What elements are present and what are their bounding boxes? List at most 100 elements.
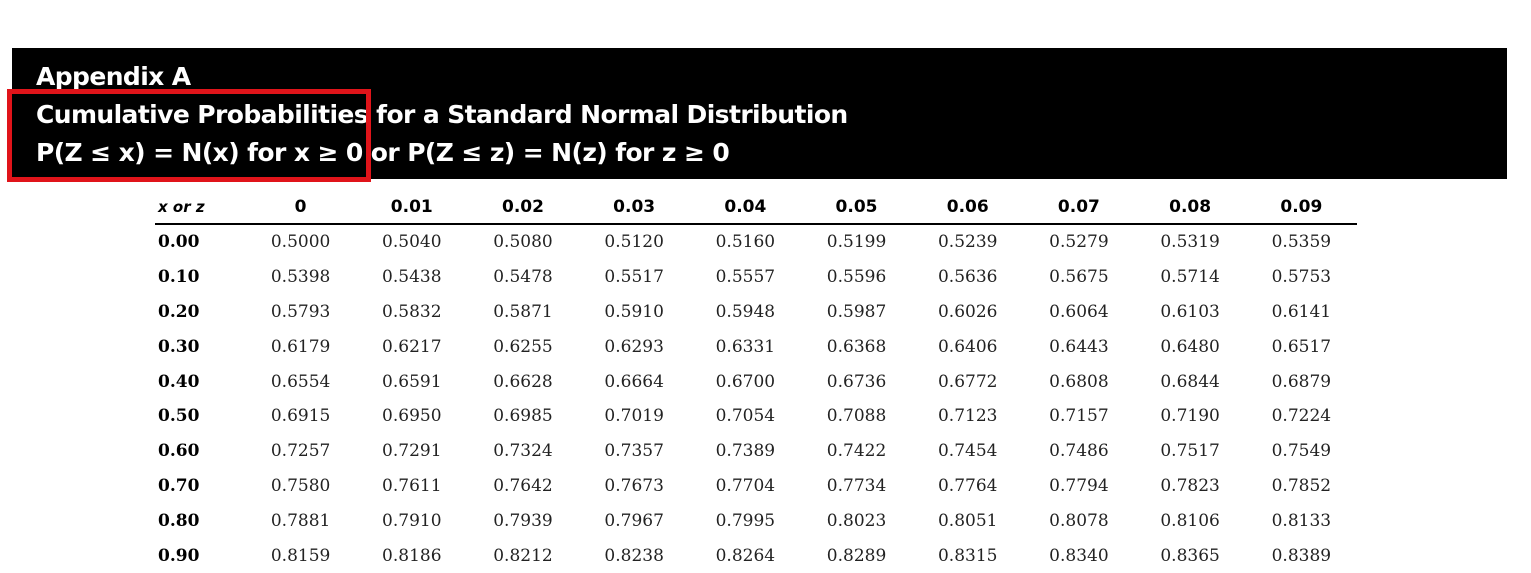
table-row: 0.30 0.6179 0.6217 0.6255 0.6293 0.6331 0.6368… [155, 329, 1357, 364]
table-cell: 0.7190 [1160, 406, 1220, 427]
table-cell: 0.6554 [270, 371, 331, 392]
appendix-title: Appendix A [36, 62, 191, 91]
table-cell: 0.6985 [493, 406, 553, 427]
table-cell: 0.8264 [715, 545, 776, 566]
table-cell: 0.5239 [937, 232, 998, 253]
table-cell: 0.6664 [604, 371, 664, 392]
table-cell: 0.5636 [937, 267, 998, 288]
table-cell: 0.6591 [382, 371, 442, 392]
table-cell: 0.7580 [270, 475, 331, 496]
table-cell: 0.7852 [1271, 475, 1332, 496]
table-cell: 0.5948 [715, 301, 776, 322]
table-cell: 0.7389 [715, 441, 776, 462]
table-cell: 0.7357 [604, 441, 664, 462]
table-cell: 0.6064 [1049, 301, 1109, 322]
table-cell: 0.6879 [1271, 371, 1332, 392]
table-cell: 0.5753 [1271, 267, 1332, 288]
table-row: 0.60 0.7257 0.7291 0.7324 0.7357 0.7389 0.7422… [155, 434, 1357, 469]
table-title: Cumulative Probabilities for a Standard … [36, 100, 848, 129]
table-cell: 0.5557 [715, 267, 776, 288]
table-header-row: x or z 0 0.01 0.02 0.03 0.04 0.05 0.06 0.07 0.08 0… [155, 190, 1357, 225]
table-cell: 0.6736 [826, 371, 887, 392]
table-cell: 0.7517 [1160, 441, 1220, 462]
table-cell: 0.5199 [826, 232, 887, 253]
row-header: 0.20 [158, 301, 200, 322]
table-cell: 0.7549 [1271, 441, 1332, 462]
table-cell: 0.6517 [1271, 336, 1332, 357]
highlight-annotation-box [7, 89, 371, 182]
row-header: 0.40 [158, 371, 200, 392]
table-cell: 0.8106 [1160, 510, 1220, 531]
table-cell: 0.5793 [270, 301, 331, 322]
table-cell: 0.7995 [715, 510, 776, 531]
table-cell: 0.8238 [604, 545, 664, 566]
row-header: 0.10 [158, 267, 200, 288]
table-cell: 0.7734 [826, 475, 887, 496]
table-cell: 0.7454 [937, 441, 998, 462]
table-row: 0.40 0.6554 0.6591 0.6628 0.6664 0.6700 0.6736… [155, 364, 1357, 399]
row-header: 0.80 [158, 510, 200, 531]
table-cell: 0.8133 [1271, 510, 1332, 531]
row-header: 0.70 [158, 475, 200, 496]
appendix-header-banner: Appendix A Cumulative Probabilities for … [12, 48, 1507, 179]
table-row: 0.70 0.7580 0.7611 0.7642 0.7673 0.7704 0.7734… [155, 469, 1357, 504]
table-cell: 0.5398 [270, 267, 331, 288]
table-cell: 0.6179 [270, 336, 331, 357]
table-cell: 0.5080 [493, 232, 553, 253]
probability-formula: P(Z ≤ x) = N(x) for x ≥ 0 or P(Z ≤ z) = … [36, 138, 730, 167]
table-cell: 0.7291 [382, 441, 442, 462]
table-cell: 0.7967 [604, 510, 664, 531]
table-row: 0.20 0.5793 0.5832 0.5871 0.5910 0.5948 0.5987… [155, 295, 1357, 330]
table-cell: 0.6217 [382, 336, 442, 357]
table-cell: 0.7257 [270, 441, 331, 462]
column-header: 0.09 [1245, 190, 1357, 225]
table-cell: 0.5120 [604, 232, 664, 253]
table-cell: 0.5596 [826, 267, 887, 288]
column-header: 0.08 [1134, 190, 1246, 225]
table-cell: 0.5359 [1271, 232, 1332, 253]
table-body: 0.00 0.5000 0.5040 0.5080 0.5120 0.5160 0.5199… [155, 224, 1357, 573]
table-row: 0.80 0.7881 0.7910 0.7939 0.7967 0.7995 0.8023… [155, 503, 1357, 538]
table-cell: 0.5987 [826, 301, 887, 322]
table-cell: 0.7939 [493, 510, 553, 531]
table-cell: 0.7157 [1049, 406, 1109, 427]
table-row: 0.90 0.8159 0.8186 0.8212 0.8238 0.8264 0.8289… [155, 538, 1357, 573]
column-header: 0.01 [356, 190, 468, 225]
table-cell: 0.7422 [826, 441, 887, 462]
table-cell: 0.5279 [1049, 232, 1109, 253]
column-header: 0.07 [1023, 190, 1135, 225]
table-row: 0.00 0.5000 0.5040 0.5080 0.5120 0.5160 0.5199… [155, 224, 1357, 260]
table-cell: 0.6844 [1160, 371, 1220, 392]
table-cell: 0.6255 [493, 336, 553, 357]
table-cell: 0.5319 [1160, 232, 1220, 253]
column-header: 0 [245, 190, 357, 225]
table-cell: 0.7486 [1049, 441, 1109, 462]
table-cell: 0.7123 [937, 406, 998, 427]
table-cell: 0.5832 [382, 301, 442, 322]
table-cell: 0.7324 [493, 441, 553, 462]
column-header: 0.04 [689, 190, 801, 225]
table-cell: 0.6628 [493, 371, 553, 392]
table-cell: 0.7764 [937, 475, 998, 496]
table-cell: 0.5871 [493, 301, 553, 322]
table-cell: 0.6026 [937, 301, 998, 322]
table-cell: 0.5000 [270, 232, 331, 253]
table-cell: 0.7704 [715, 475, 776, 496]
column-header: 0.03 [578, 190, 690, 225]
column-header: 0.02 [467, 190, 579, 225]
column-header-x-or-z: x or z [155, 190, 245, 225]
table-cell: 0.5040 [382, 232, 442, 253]
table-cell: 0.6808 [1049, 371, 1109, 392]
table-cell: 0.7088 [826, 406, 887, 427]
table-cell: 0.7224 [1271, 406, 1332, 427]
table-cell: 0.5478 [493, 267, 553, 288]
row-header: 0.50 [158, 406, 200, 427]
table-cell: 0.8365 [1160, 545, 1220, 566]
table-cell: 0.6293 [604, 336, 664, 357]
table-cell: 0.7019 [604, 406, 664, 427]
table-cell: 0.8023 [826, 510, 887, 531]
column-header: 0.05 [800, 190, 913, 225]
row-header: 0.60 [158, 441, 200, 462]
column-header: 0.06 [912, 190, 1024, 225]
table-cell: 0.7054 [715, 406, 776, 427]
